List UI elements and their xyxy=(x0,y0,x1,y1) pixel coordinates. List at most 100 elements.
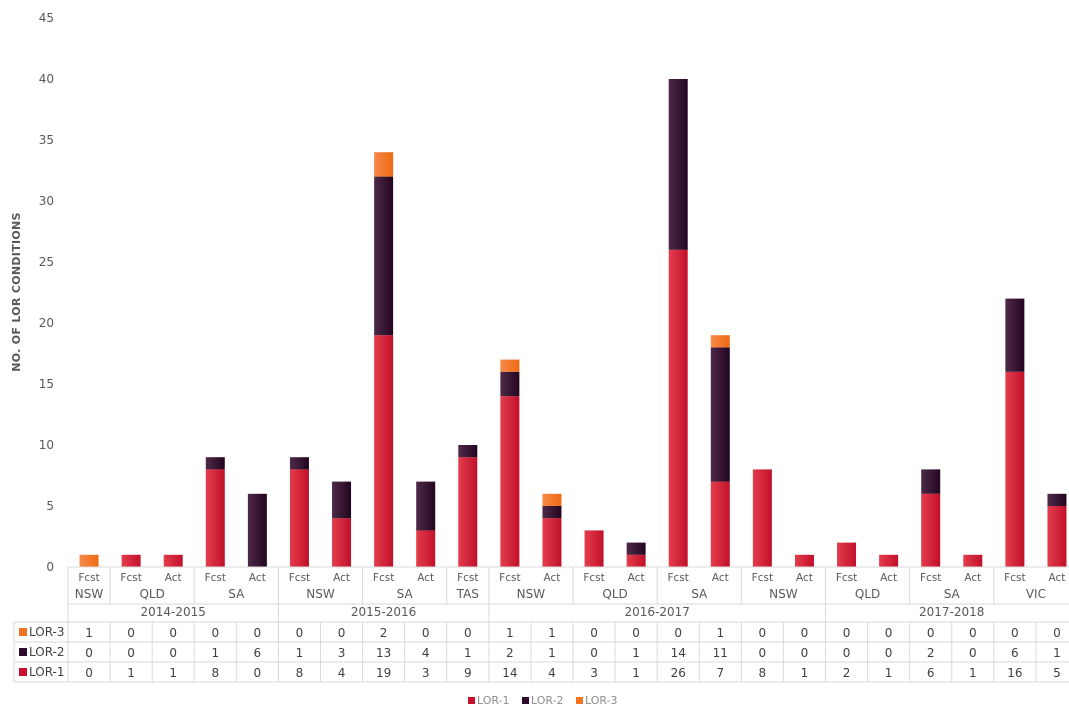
y-tick-label: 35 xyxy=(39,133,54,147)
x-region-label: NSW xyxy=(769,587,798,601)
bar-lor-2-4 xyxy=(205,457,225,470)
table-cell: 5 xyxy=(1053,666,1061,680)
table-row-label: LOR-3 xyxy=(29,625,65,639)
bar-lor-1-4 xyxy=(205,469,225,567)
table-cell: 0 xyxy=(254,666,262,680)
table-cell: 9 xyxy=(464,666,472,680)
table-cell: 0 xyxy=(632,626,640,640)
x-category-label: Act xyxy=(417,572,434,584)
table-cell: 6 xyxy=(254,646,262,660)
table-cell: 0 xyxy=(674,626,682,640)
y-tick-label: 5 xyxy=(46,499,54,513)
table-cell: 1 xyxy=(548,626,556,640)
table-cell: 1 xyxy=(801,666,809,680)
y-tick-label: 45 xyxy=(39,11,54,25)
table-cell: 0 xyxy=(759,646,767,660)
x-category-label: Fcst xyxy=(752,572,773,584)
table-cell: 2 xyxy=(506,646,514,660)
x-region-label: NSW xyxy=(75,587,104,601)
table-cell: 0 xyxy=(759,626,767,640)
bar-lor-1-3 xyxy=(163,554,183,567)
table-cell: 1 xyxy=(296,646,304,660)
x-category-label: Act xyxy=(628,572,645,584)
y-tick-label: 20 xyxy=(39,316,54,330)
bar-lor-1-6 xyxy=(289,469,309,567)
bar-lor-1-12 xyxy=(542,518,562,567)
x-category-label: Act xyxy=(712,572,729,584)
table-cell: 0 xyxy=(843,626,851,640)
table-cell: 0 xyxy=(127,626,135,640)
table-cell: 1 xyxy=(464,646,472,660)
table-cell: 1 xyxy=(632,666,640,680)
x-category-label: Fcst xyxy=(583,572,604,584)
x-category-label: Act xyxy=(1049,572,1066,584)
table-cell: 0 xyxy=(464,626,472,640)
table-cell: 0 xyxy=(338,626,346,640)
table-cell: 6 xyxy=(927,666,935,680)
bar-lor-2-21 xyxy=(921,469,941,494)
x-category-label: Act xyxy=(880,572,897,584)
x-category-label: Act xyxy=(249,572,266,584)
y-tick-label: 25 xyxy=(39,255,54,269)
x-region-label: QLD xyxy=(139,587,164,601)
table-cell: 1 xyxy=(211,646,219,660)
x-year-label: 2014-2015 xyxy=(140,605,205,619)
x-category-label: Fcst xyxy=(668,572,689,584)
table-cell: 3 xyxy=(338,646,346,660)
table-cell: 0 xyxy=(885,626,893,640)
table-cell: 1 xyxy=(548,646,556,660)
x-region-label: TAS xyxy=(456,587,479,601)
x-category-label: Act xyxy=(796,572,813,584)
bar-lor-1-23 xyxy=(1005,371,1025,567)
table-cell: 26 xyxy=(671,666,686,680)
legend-swatch xyxy=(576,697,583,704)
bar-lor-2-23 xyxy=(1005,298,1025,372)
table-cell: 1 xyxy=(1053,646,1061,660)
x-region-label: SA xyxy=(228,587,245,601)
table-cell: 0 xyxy=(969,626,977,640)
x-year-label: 2017-2018 xyxy=(919,605,984,619)
table-cell: 0 xyxy=(590,646,598,660)
table-row-label: LOR-2 xyxy=(29,645,65,659)
bar-lor-3-11 xyxy=(500,359,520,372)
x-category-label: Act xyxy=(333,572,350,584)
x-category-label: Act xyxy=(165,572,182,584)
bar-lor-1-15 xyxy=(668,249,688,568)
table-cell: 1 xyxy=(169,666,177,680)
bar-lor-1-21 xyxy=(921,493,941,567)
x-category-label: Act xyxy=(964,572,981,584)
x-category-label: Fcst xyxy=(836,572,857,584)
table-cell: 0 xyxy=(927,626,935,640)
y-axis-label: NO. OF LOR CONDITIONS xyxy=(10,212,23,372)
table-cell: 19 xyxy=(376,666,391,680)
bar-lor-1-8 xyxy=(374,335,394,567)
table-cell: 7 xyxy=(716,666,724,680)
table-cell: 0 xyxy=(590,626,598,640)
table-legend-key xyxy=(19,668,27,676)
x-region-label: QLD xyxy=(855,587,880,601)
bar-lor-1-17 xyxy=(752,469,772,567)
table-cell: 0 xyxy=(1053,626,1061,640)
table-cell: 0 xyxy=(211,626,219,640)
table-cell: 0 xyxy=(254,626,262,640)
x-category-label: Fcst xyxy=(78,572,99,584)
bar-lor-1-2 xyxy=(121,554,141,567)
x-axis: Fcst Fcst Act Fcst Act Fcst Act Fcst Act Fcst Fcst… xyxy=(67,566,1069,622)
bar-lor-1-20 xyxy=(879,554,899,567)
y-axis-ticks: 0 5 10 15 20 25 30 35 40 45 xyxy=(39,11,54,574)
legend-swatch xyxy=(468,697,475,704)
bar-lor-1-11 xyxy=(500,396,520,567)
bar-lor-1-14 xyxy=(626,554,646,567)
table-cell: 2 xyxy=(843,666,851,680)
table-cell: 0 xyxy=(169,646,177,660)
table-cell: 4 xyxy=(422,646,430,660)
table-cell: 1 xyxy=(127,666,135,680)
bar-lor-3-12 xyxy=(542,493,562,506)
bar-lor-3-8 xyxy=(374,152,394,177)
table-cell: 0 xyxy=(422,626,430,640)
table-cell: 0 xyxy=(801,646,809,660)
table-cell: 3 xyxy=(422,666,430,680)
x-category-label: Fcst xyxy=(205,572,226,584)
bar-lor-1-24 xyxy=(1047,506,1067,567)
